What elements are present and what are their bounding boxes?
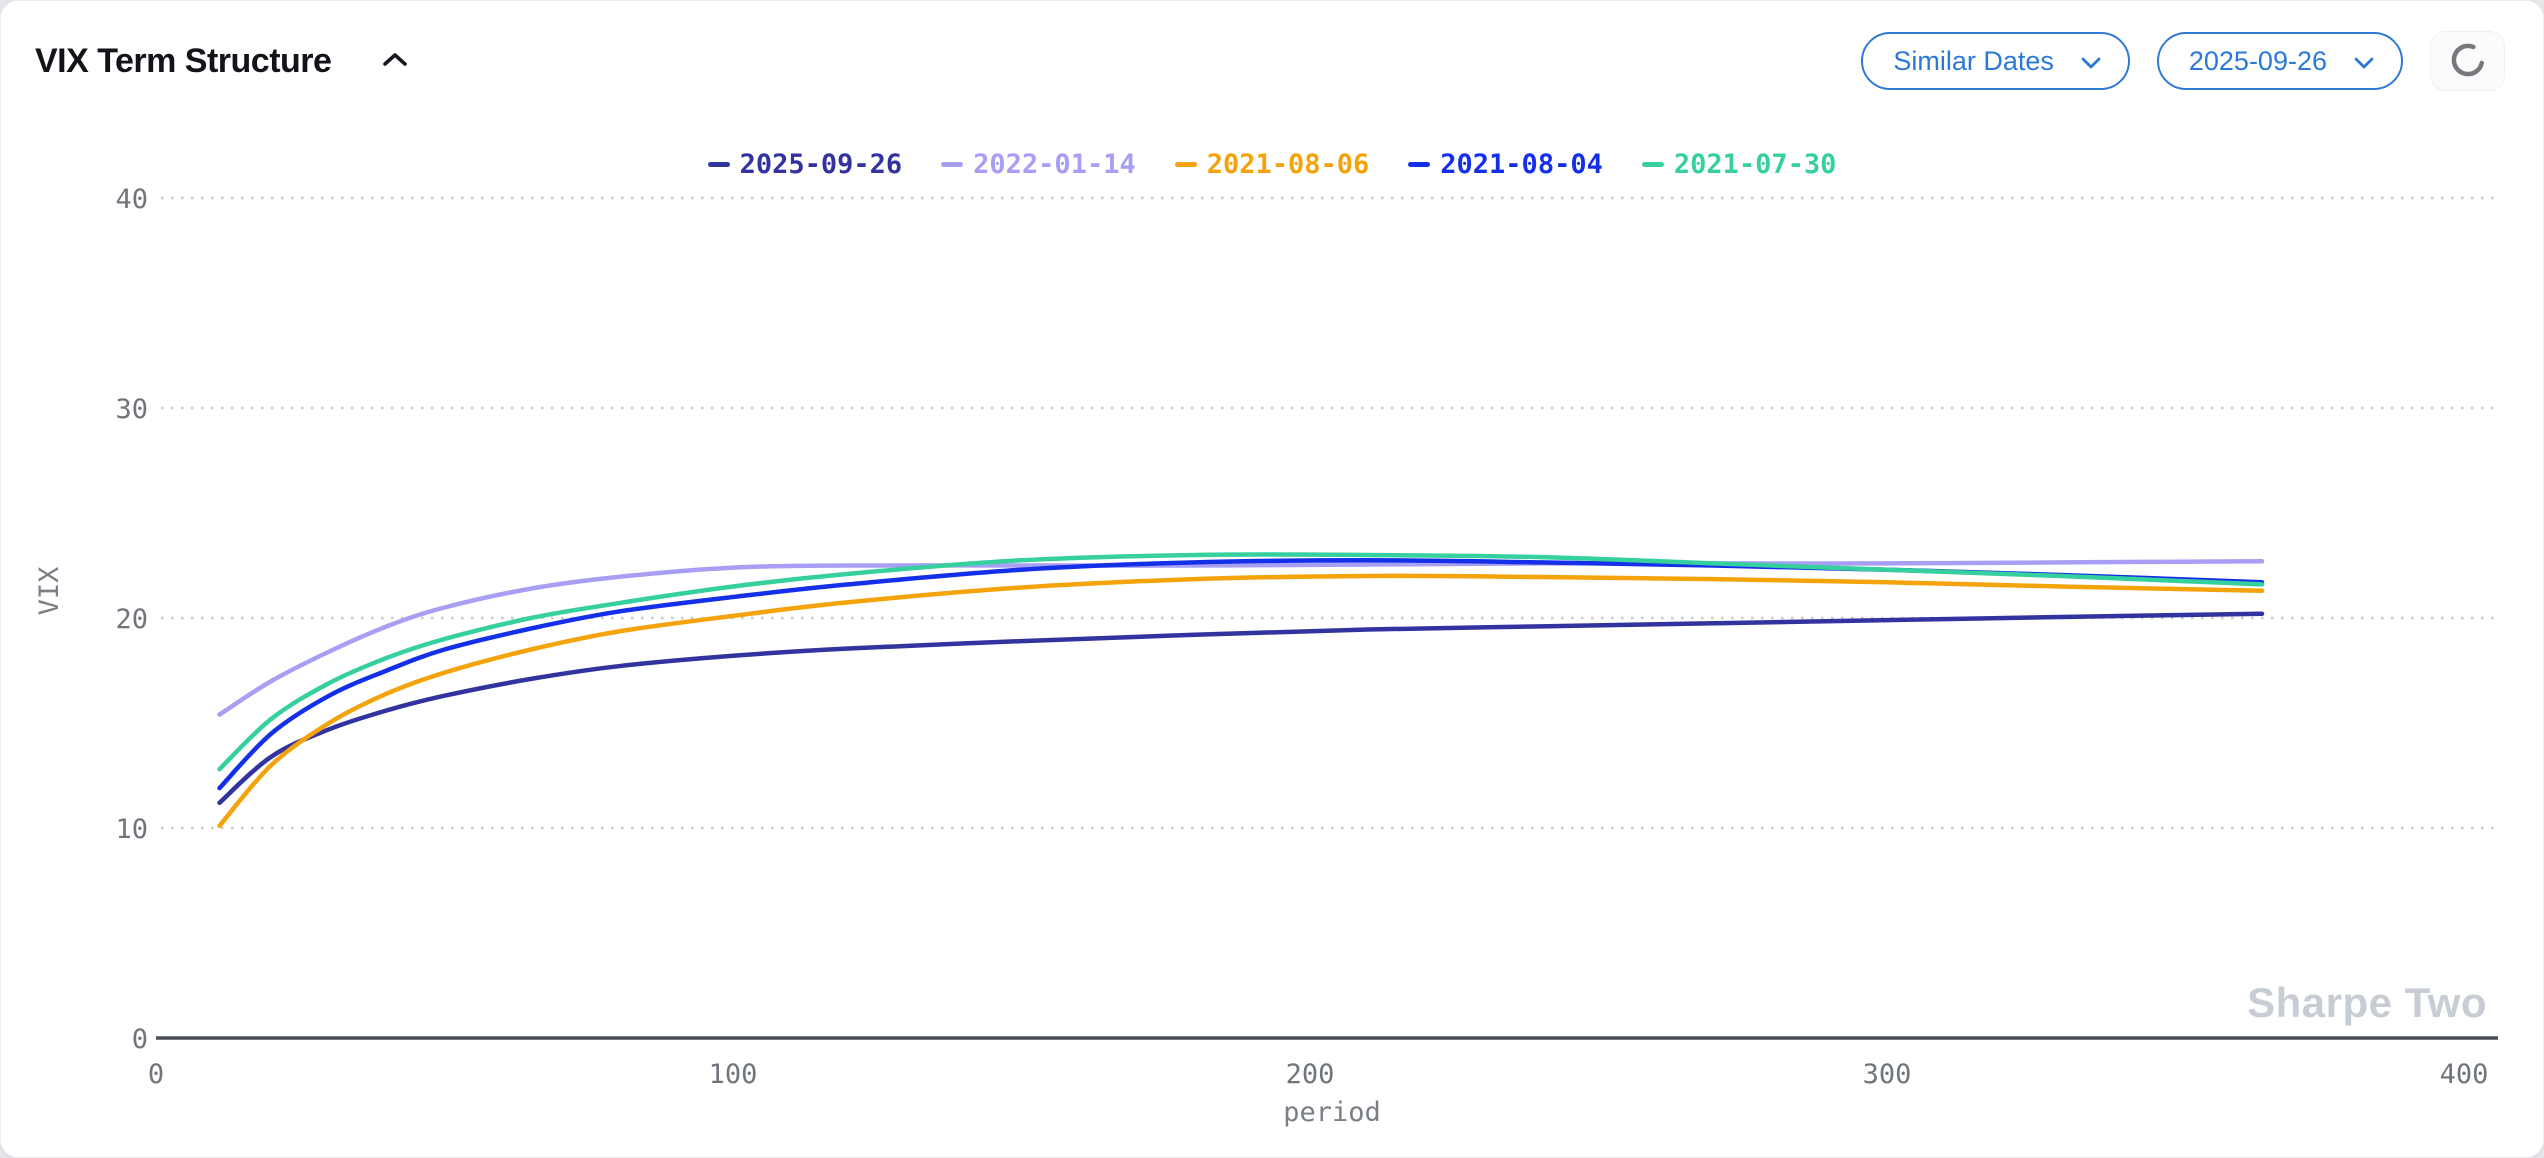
- date-dropdown-value: 2025-09-26: [2188, 45, 2327, 76]
- series-line-2021-07-30: [217, 552, 2265, 772]
- chevron-down-icon: [2080, 46, 2102, 77]
- date-dropdown[interactable]: 2025-09-26: [2156, 32, 2403, 90]
- gridlines: [161, 196, 2498, 830]
- svg-text:0: 0: [132, 1024, 148, 1055]
- svg-text:300: 300: [1863, 1059, 1912, 1090]
- legend-dash-icon: [1641, 162, 1664, 167]
- refresh-button[interactable]: [2430, 31, 2505, 91]
- similar-dates-dropdown[interactable]: Similar Dates: [1861, 32, 2130, 90]
- svg-text:0: 0: [148, 1059, 164, 1090]
- legend-label: 2025-09-26: [739, 149, 903, 180]
- svg-text:30: 30: [115, 394, 148, 425]
- collapse-button[interactable]: [375, 45, 415, 78]
- x-tick-labels: 0 100 200 300 400: [148, 1059, 2489, 1090]
- legend-label: 2022-01-14: [973, 149, 1136, 180]
- watermark: Sharpe Two: [2247, 979, 2487, 1026]
- svg-text:100: 100: [709, 1059, 758, 1090]
- loading-spinner-icon: [2448, 40, 2488, 83]
- chart-legend: 2025-09-26 2022-01-14 2021-08-06 2021-08-04…: [1, 149, 2543, 180]
- y-tick-labels: 0 10 20 30 40: [115, 184, 148, 1055]
- legend-item-2021-08-04[interactable]: 2021-08-04: [1408, 149, 1603, 180]
- legend-dash-icon: [1408, 162, 1431, 167]
- legend-item-2021-08-06[interactable]: 2021-08-06: [1174, 149, 1370, 180]
- title-wrap: VIX Term Structure: [35, 42, 415, 81]
- y-axis-label: VIX: [34, 567, 65, 616]
- legend-label: 2021-07-30: [1673, 149, 1837, 180]
- svg-text:40: 40: [115, 184, 148, 215]
- svg-text:400: 400: [2440, 1059, 2489, 1090]
- legend-dash-icon: [1174, 162, 1197, 167]
- legend-dash-icon: [707, 162, 730, 167]
- svg-text:200: 200: [1286, 1059, 1335, 1090]
- similar-dates-label: Similar Dates: [1893, 45, 2054, 76]
- header-controls: Similar Dates 2025-09-26: [1861, 31, 2505, 91]
- legend-item-2022-01-14[interactable]: 2022-01-14: [941, 149, 1136, 180]
- svg-text:20: 20: [115, 604, 148, 635]
- chevron-up-icon: [381, 51, 409, 72]
- card-header: VIX Term Structure Similar Dates: [1, 1, 2543, 111]
- page-title: VIX Term Structure: [35, 41, 332, 80]
- series-line-2021-08-06: [217, 573, 2265, 829]
- svg-text:10: 10: [115, 814, 148, 845]
- x-axis-label: period: [1283, 1097, 1381, 1128]
- series-line-2025-09-26: [217, 611, 2265, 806]
- legend-item-2021-07-30[interactable]: 2021-07-30: [1641, 149, 1837, 180]
- legend-label: 2021-08-04: [1440, 149, 1603, 180]
- series-line-2021-08-04: [217, 558, 2265, 791]
- legend-item-2025-09-26[interactable]: 2025-09-26: [707, 149, 903, 180]
- legend-label: 2021-08-06: [1206, 149, 1370, 180]
- chevron-down-icon: [2353, 46, 2375, 77]
- series-line-2022-01-14: [217, 559, 2265, 717]
- legend-dash-icon: [941, 162, 964, 167]
